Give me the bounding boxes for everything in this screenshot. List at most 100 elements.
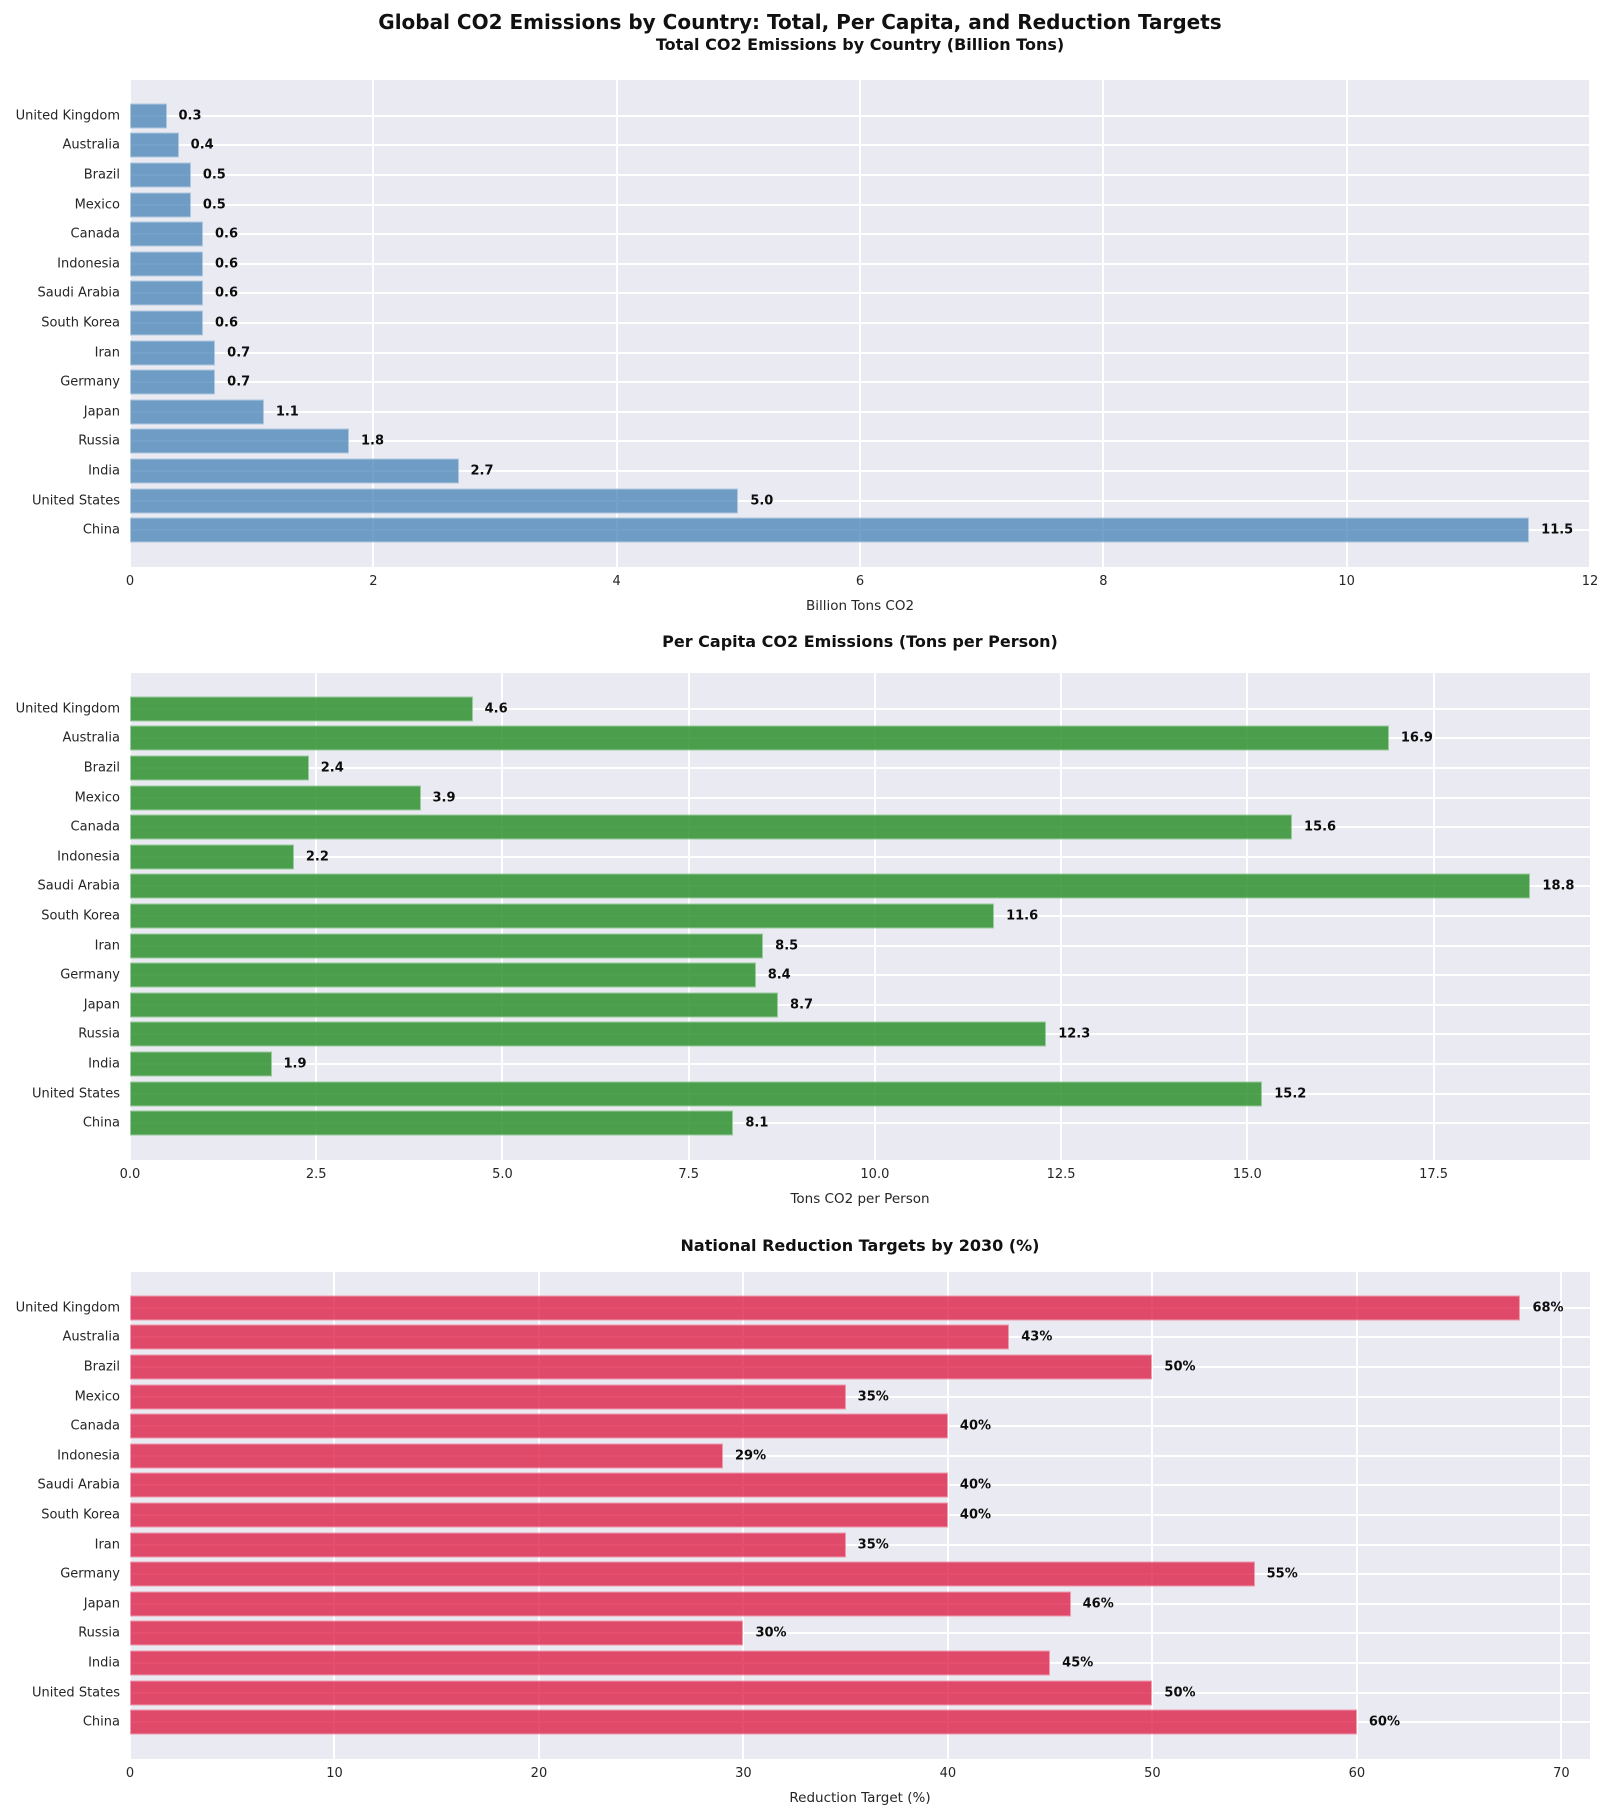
y-tick-label: India — [88, 463, 120, 479]
bar-row: Brazil 0.5 — [84, 160, 1590, 190]
gridline-horizontal — [130, 1062, 1590, 1065]
y-tick-label: Iran — [94, 1537, 120, 1553]
chart-total-emissions: Total CO2 Emissions by Country (Billion … — [0, 35, 1600, 615]
gridline-horizontal — [130, 410, 1590, 413]
bar-value-label: 40% — [959, 1418, 992, 1434]
bar — [130, 1532, 846, 1558]
bar — [130, 1650, 1051, 1676]
y-tick-label: Japan — [83, 1596, 120, 1612]
y-tick-label: Brazil — [83, 760, 120, 776]
bar — [130, 517, 1530, 543]
x-tick-label: 10 — [1338, 574, 1355, 589]
bar-value-label: 50% — [1164, 1685, 1196, 1701]
bar-row: India 45% — [88, 1648, 1590, 1678]
gridline-horizontal — [130, 707, 1590, 710]
bar — [130, 1413, 948, 1439]
y-tick-label: South Korea — [41, 315, 120, 331]
gridline-horizontal — [130, 944, 1590, 947]
y-tick-label: Indonesia — [57, 256, 120, 272]
bar — [130, 399, 264, 425]
gridline-horizontal — [130, 469, 1590, 472]
bar — [130, 221, 203, 247]
bar-value-label: 0.6 — [215, 256, 239, 272]
bar — [130, 310, 203, 336]
y-tick-label: Germany — [60, 374, 120, 390]
bar-value-label: 30% — [755, 1625, 787, 1641]
gridline-horizontal — [130, 499, 1590, 502]
bar-value-label: 0.4 — [190, 137, 214, 153]
y-tick-label: Iran — [94, 345, 120, 361]
bar — [130, 251, 203, 277]
y-tick-label: India — [88, 1655, 120, 1671]
bar-row: Indonesia 2.2 — [57, 842, 1590, 872]
y-tick-label: Mexico — [74, 1389, 120, 1405]
bar-row: South Korea 0.6 — [41, 308, 1590, 338]
bar-value-label: 8.4 — [767, 967, 791, 983]
y-tick-label: India — [88, 1056, 120, 1072]
gridline-horizontal — [130, 796, 1590, 799]
x-tick-label: 50 — [1144, 1766, 1161, 1781]
gridline-horizontal — [130, 1454, 1590, 1457]
x-tick-label: 40 — [939, 1766, 957, 1781]
bar-row: South Korea 40% — [41, 1500, 1590, 1530]
bar-row: Canada 40% — [71, 1411, 1590, 1441]
y-tick-label: United States — [31, 1086, 120, 1102]
gridline-horizontal — [130, 1543, 1590, 1546]
y-tick-label: Saudi Arabia — [37, 285, 121, 301]
bar — [130, 1561, 1255, 1587]
bar-row: India 2.7 — [88, 456, 1590, 486]
bar-row: Brazil 50% — [84, 1352, 1590, 1382]
bar-row: Iran 8.5 — [95, 931, 1590, 961]
bar — [130, 1295, 1521, 1321]
bar-row: South Korea 11.6 — [41, 901, 1590, 931]
bar — [130, 488, 739, 514]
x-axis-ticks-reduction-targets: 0 10 20 30 40 50 60 70 — [126, 1766, 1590, 1783]
gridline-horizontal — [130, 1395, 1590, 1398]
y-tick-label: Australia — [62, 137, 120, 153]
bar — [130, 1081, 1263, 1107]
y-tick-label: Russia — [78, 433, 120, 449]
x-tick-label: 4 — [612, 574, 621, 589]
bar — [130, 933, 764, 959]
y-tick-label: Saudi Arabia — [37, 878, 121, 894]
bar-row: United Kingdom 68% — [16, 1293, 1590, 1323]
y-tick-label: China — [82, 522, 120, 538]
gridline-horizontal — [130, 203, 1590, 206]
bar-value-label: 0.7 — [227, 374, 251, 390]
bar-value-label: 2.2 — [305, 849, 329, 865]
bar-value-label: 68% — [1532, 1300, 1564, 1316]
bar-value-label: 0.6 — [215, 315, 239, 331]
x-tick-label: 10 — [326, 1766, 343, 1781]
chart-title-reduction-targets: National Reduction Targets by 2030 (%) — [680, 1236, 1040, 1255]
x-tick-label: 10.0 — [860, 1167, 890, 1182]
plot-area-reduction-targets: United Kingdom 68% Australia 43% Brazil 50% Me… — [16, 1272, 1590, 1759]
bar-row: Japan 1.1 — [84, 397, 1590, 427]
bar-row: China 60% — [83, 1707, 1590, 1737]
y-tick-label: United Kingdom — [15, 108, 120, 124]
bar-row: Australia 0.4 — [62, 131, 1590, 161]
y-tick-label: Indonesia — [57, 849, 120, 865]
bar — [130, 1384, 846, 1410]
bar-value-label: 18.8 — [1542, 878, 1575, 894]
y-tick-label: Canada — [70, 226, 120, 242]
bar — [130, 1591, 1071, 1617]
bar-row: Saudi Arabia 40% — [38, 1471, 1590, 1501]
chart-per-capita-emissions: Per Capita CO2 Emissions (Tons per Perso… — [0, 632, 1600, 1208]
x-tick-label: 70 — [1553, 1766, 1570, 1781]
bar-value-label: 11.6 — [1006, 908, 1039, 924]
x-axis-label-total-emissions: Billion Tons CO2 — [805, 598, 915, 614]
bar-row: Saudi Arabia 0.6 — [38, 279, 1590, 309]
gridline-horizontal — [130, 321, 1590, 324]
y-tick-label: China — [82, 1115, 120, 1131]
bar-value-label: 43% — [1021, 1329, 1053, 1345]
gridline-horizontal — [130, 381, 1590, 384]
bar-value-label: 0.6 — [215, 285, 239, 301]
bar-value-label: 16.9 — [1400, 730, 1433, 746]
y-tick-label: Germany — [60, 1566, 120, 1582]
bar-value-label: 50% — [1164, 1359, 1196, 1375]
bar — [130, 785, 421, 811]
plot-area-per-capita: United Kingdom 4.6 Australia 16.9 Brazil 2.4 M… — [16, 673, 1590, 1160]
bar-value-label: 4.6 — [484, 701, 508, 717]
bar-value-label: 40% — [959, 1507, 992, 1523]
y-tick-label: United States — [31, 493, 120, 509]
